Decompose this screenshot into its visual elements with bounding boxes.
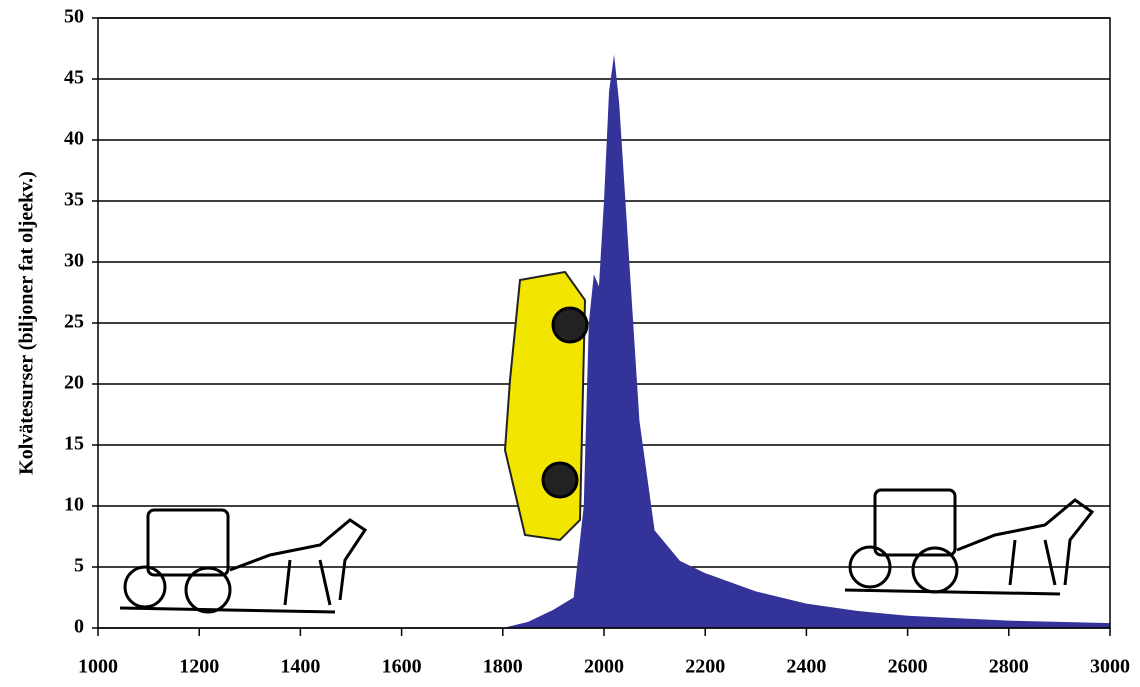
x-tick-label: 1800 (483, 656, 523, 678)
x-tick-label: 1400 (280, 656, 320, 678)
area (502, 54, 1110, 629)
y-tick-label: 20 (64, 372, 84, 394)
x-tick-label: 1000 (78, 656, 118, 678)
y-tick-label: 5 (74, 555, 84, 577)
y-tick-label: 0 (74, 616, 84, 638)
y-tick-label: 50 (64, 6, 84, 28)
y-tick-label: 35 (64, 189, 84, 211)
car (503, 270, 589, 542)
y-tick-label: 10 (64, 494, 84, 516)
y-tick-label: 25 (64, 311, 84, 333)
x-tick-label: 1600 (382, 656, 422, 678)
carriage-left (119, 508, 368, 614)
y-axis-label: Kolvätesurser (biljoner fat oljeekv.) (16, 171, 38, 475)
plot-frame (97, 17, 1111, 629)
illustrations (119, 270, 1095, 614)
y-tick-label: 15 (64, 433, 84, 455)
x-tick-label: 3000 (1090, 656, 1130, 678)
x-tick-label: 2600 (888, 656, 928, 678)
y-tick-label: 40 (64, 128, 84, 150)
y-tick-label: 45 (64, 67, 84, 89)
x-tick-label: 2000 (584, 656, 624, 678)
x-tick-label: 2200 (685, 656, 725, 678)
x-tick-label: 2800 (989, 656, 1029, 678)
carriage-right (844, 488, 1095, 596)
x-tick-label: 2400 (786, 656, 826, 678)
y-tick-label: 30 (64, 250, 84, 272)
x-tick-label: 1200 (179, 656, 219, 678)
